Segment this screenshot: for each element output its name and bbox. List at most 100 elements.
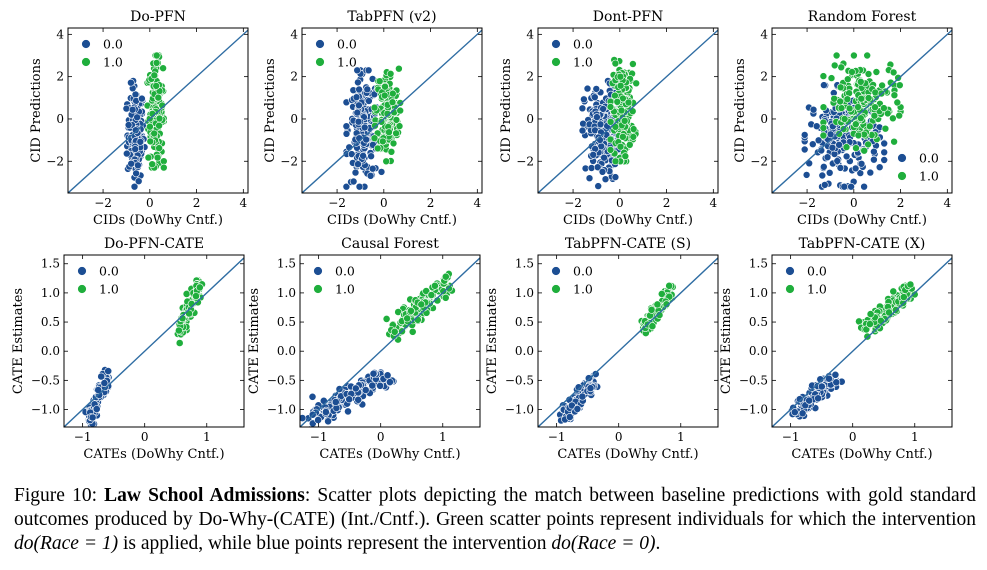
axes-frame bbox=[771, 27, 953, 194]
data-point bbox=[593, 113, 601, 121]
data-point bbox=[877, 316, 885, 325]
data-point bbox=[866, 310, 875, 318]
data-point bbox=[375, 77, 384, 85]
y-tick-label: −1.0 bbox=[739, 403, 768, 417]
figure-grid: Do-PFN −2 0 2 4 −2 0 2 4 CIDs (DoWhy Cntf.) CID Pr… bbox=[11, 9, 953, 462]
data-point bbox=[611, 157, 620, 166]
data-point bbox=[381, 82, 389, 91]
points-layer bbox=[556, 281, 677, 425]
y-axis-label: CATE Estimates bbox=[11, 288, 26, 394]
data-point bbox=[600, 153, 608, 162]
data-point bbox=[895, 81, 904, 89]
data-point bbox=[845, 104, 854, 113]
x-tick-label: −1 bbox=[782, 430, 800, 444]
chart-title: TabPFN-CATE (S) bbox=[565, 236, 691, 252]
data-point bbox=[392, 129, 400, 138]
data-point bbox=[596, 120, 605, 129]
data-point bbox=[586, 384, 595, 393]
data-point bbox=[854, 103, 862, 111]
axes-frame bbox=[299, 254, 481, 428]
data-point bbox=[395, 64, 403, 73]
data-point bbox=[883, 109, 892, 118]
data-point bbox=[616, 142, 625, 151]
data-point bbox=[862, 325, 871, 334]
data-point bbox=[342, 182, 351, 191]
y-tick-label: 1.0 bbox=[749, 286, 768, 300]
data-point bbox=[590, 93, 599, 101]
legend-label: 0.0 bbox=[337, 37, 357, 52]
data-point bbox=[837, 63, 846, 72]
data-point bbox=[819, 131, 828, 140]
data-point bbox=[591, 370, 600, 378]
data-point bbox=[579, 119, 587, 128]
data-point bbox=[342, 130, 351, 138]
data-point bbox=[817, 146, 826, 155]
data-point bbox=[439, 287, 448, 296]
data-point bbox=[880, 148, 889, 157]
x-tick-label: 2 bbox=[663, 196, 671, 210]
data-point bbox=[134, 177, 143, 185]
data-point bbox=[160, 163, 168, 172]
legend-marker bbox=[77, 266, 87, 276]
caption-text-3: . bbox=[655, 533, 661, 554]
data-point bbox=[345, 395, 354, 404]
x-tick-label: −2 bbox=[564, 196, 582, 210]
data-point bbox=[856, 78, 865, 86]
data-point bbox=[870, 155, 878, 164]
x-tick-label: 2 bbox=[897, 196, 905, 210]
data-point bbox=[368, 164, 377, 173]
chart-title: Do-PFN bbox=[130, 9, 186, 25]
data-point bbox=[881, 124, 890, 133]
data-point bbox=[864, 94, 873, 102]
x-tick-label: 2 bbox=[193, 196, 201, 210]
y-tick-label: 2 bbox=[760, 70, 768, 84]
data-point bbox=[331, 398, 340, 406]
x-tick-label: 4 bbox=[944, 196, 952, 210]
y-tick-label: 0.0 bbox=[41, 344, 60, 358]
data-point bbox=[573, 404, 582, 413]
chart-title: TabPFN (v2) bbox=[347, 9, 436, 25]
data-point bbox=[160, 157, 168, 165]
data-point bbox=[802, 171, 811, 179]
x-tick-label: 4 bbox=[474, 196, 482, 210]
data-point bbox=[383, 109, 392, 118]
data-point bbox=[128, 105, 137, 114]
data-point bbox=[363, 85, 372, 94]
data-point bbox=[104, 367, 113, 375]
y-tick-label: 2 bbox=[526, 70, 534, 84]
data-point bbox=[814, 136, 823, 145]
data-point bbox=[124, 121, 133, 129]
caption-title: Law School Admissions bbox=[104, 485, 305, 506]
data-point bbox=[152, 59, 161, 67]
data-point bbox=[132, 169, 140, 178]
data-point bbox=[127, 78, 135, 87]
chart-panel: TabPFN-CATE (S) −1 0 1 −1.0 −0.5 0.0 0.5 1.0 1.5 C… bbox=[485, 236, 719, 462]
legend-label: 1.0 bbox=[337, 55, 357, 70]
legend-marker bbox=[313, 284, 323, 294]
identity-line bbox=[538, 29, 718, 193]
data-point bbox=[153, 153, 162, 162]
data-point bbox=[842, 143, 851, 151]
data-point bbox=[885, 308, 893, 317]
y-tick-label: −2 bbox=[280, 154, 298, 168]
data-point bbox=[314, 416, 322, 424]
data-point bbox=[388, 98, 397, 106]
data-point bbox=[870, 147, 878, 156]
data-point bbox=[131, 126, 140, 134]
data-point bbox=[430, 281, 439, 290]
y-axis-label: CID Predictions bbox=[499, 58, 514, 162]
data-point bbox=[830, 61, 839, 70]
data-point bbox=[383, 371, 392, 380]
data-point bbox=[629, 133, 638, 141]
data-point bbox=[152, 82, 160, 90]
data-point bbox=[376, 381, 384, 390]
data-point bbox=[366, 172, 375, 180]
chart-title: Do-PFN-CATE bbox=[104, 236, 204, 252]
chart-panel: Do-PFN −2 0 2 4 −2 0 2 4 CIDs (DoWhy Cntf.) CID Pr… bbox=[29, 9, 249, 228]
data-point bbox=[856, 114, 865, 122]
data-point bbox=[354, 117, 363, 126]
data-point bbox=[123, 149, 131, 158]
identity-line bbox=[538, 257, 718, 427]
y-tick-label: −0.5 bbox=[31, 373, 60, 387]
legend-marker bbox=[315, 57, 325, 67]
